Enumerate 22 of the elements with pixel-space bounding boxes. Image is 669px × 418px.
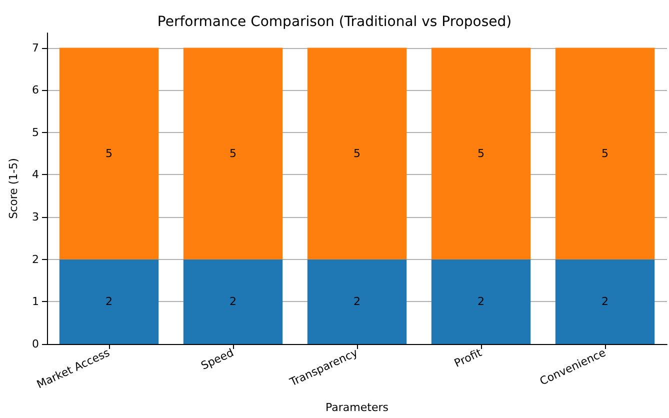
data-label: 5 xyxy=(106,147,112,160)
x-axis-title: Parameters xyxy=(326,401,389,414)
chart-title: Performance Comparison (Traditional vs Proposed) xyxy=(157,14,512,30)
y-tick-label: 2 xyxy=(32,252,39,266)
y-tick-label: 7 xyxy=(32,41,39,54)
data-label: 5 xyxy=(478,147,484,160)
y-tick-label: 6 xyxy=(32,84,39,97)
data-label: 2 xyxy=(478,295,484,308)
data-label: 5 xyxy=(602,147,608,160)
y-axis-title: Score (1-5) xyxy=(7,158,20,219)
data-label: 5 xyxy=(354,147,360,160)
y-tick-label: 5 xyxy=(32,126,39,139)
y-tick-label: 0 xyxy=(32,338,39,350)
x-tick-label: Profit xyxy=(452,346,484,370)
data-label: 5 xyxy=(230,147,236,160)
y-tick-label: 1 xyxy=(32,295,39,308)
data-label: 2 xyxy=(354,295,360,308)
y-tick-label: 3 xyxy=(32,210,39,224)
data-label: 2 xyxy=(230,295,236,308)
data-label: 2 xyxy=(602,295,608,308)
data-label: 2 xyxy=(106,295,112,308)
y-tick-label: 4 xyxy=(32,168,39,182)
